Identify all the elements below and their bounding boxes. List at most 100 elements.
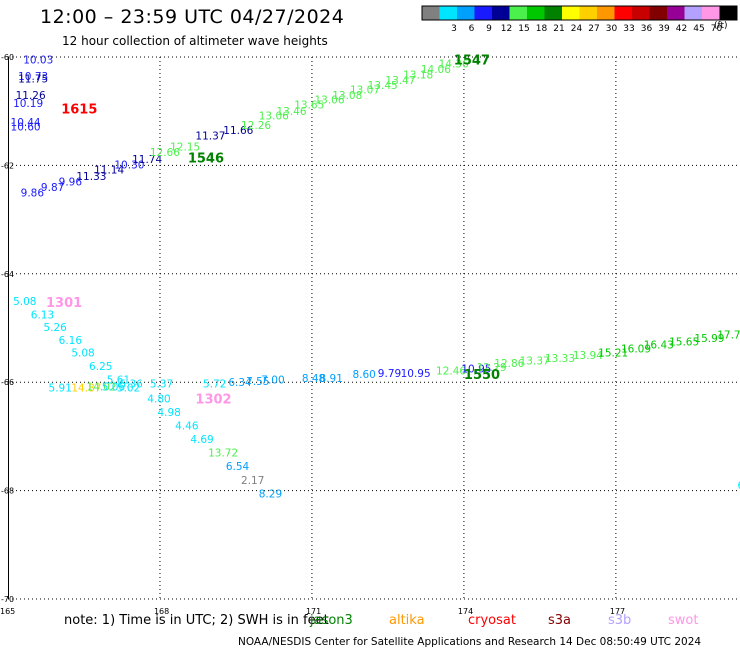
scale-swatch [702, 6, 720, 20]
wave-height-label: 14.02 [87, 382, 117, 394]
wave-height-label: 12.46 [436, 365, 466, 377]
wave-height-label: 11.66 [223, 125, 253, 137]
wave-height-label: 10.60 [11, 121, 41, 133]
scale-border [421, 5, 738, 21]
wave-height-label: 12.86 [494, 358, 524, 370]
scale-tick-label: 45 [693, 24, 704, 34]
wave-height-label: 16.43 [644, 339, 674, 351]
color-scale: 3 6 9 12 15 18 21 24 27 30 33 36 39 42 45 70 [421, 5, 738, 34]
wave-height-label: 13.08 [332, 90, 362, 102]
wave-height-label: 4.98 [157, 407, 180, 419]
wave-height-label: 4.80 [147, 393, 170, 405]
wave-height-label: 11.74 [132, 154, 162, 166]
x-tick-label: 177 [610, 607, 625, 616]
wave-height-label: 12.15 [170, 141, 200, 153]
wave-height-label: 5.91 [49, 383, 72, 395]
pass-number-label: 1302 [195, 392, 231, 407]
wave-height-label: 5.08 [13, 296, 36, 308]
scale-tick-label: 9 [486, 24, 492, 34]
chart-subtitle: 12 hour collection of altimeter wave hei… [62, 34, 328, 48]
wave-height-label: 11.26 [16, 90, 46, 102]
scale-swatch [562, 6, 580, 20]
wave-height-label: 10.73 [18, 71, 48, 83]
wave-height-label: 11.37 [195, 131, 225, 143]
y-tick-label: -60 [1, 53, 14, 62]
wave-height-label: 6.34 [228, 377, 252, 389]
wave-height-label: 13.06 [314, 94, 344, 106]
scale-swatch [632, 6, 650, 20]
wave-height-label: 8.60 [352, 369, 375, 381]
scale-tick-label: 12 [501, 24, 512, 34]
wave-height-label: 6.25 [89, 361, 112, 373]
wave-height-label: 7.55 [246, 376, 269, 388]
wave-height-label: 6 [737, 480, 740, 492]
wave-height-label: 8.29 [259, 488, 282, 500]
pass-number-label: 1550 [464, 368, 500, 383]
scale-swatch [439, 6, 457, 20]
wave-height-label: 5.08 [71, 347, 94, 359]
wave-height-label: 9.86 [21, 188, 45, 200]
wave-height-label: 8.91 [320, 373, 343, 385]
legend-cryosat: cryosat [468, 613, 516, 628]
scale-swatch [544, 6, 562, 20]
wave-height-label: 16.09 [621, 344, 651, 356]
wave-height-label: 7.00 [261, 374, 284, 386]
wave-height-label: 13.65 [294, 100, 324, 112]
scale-swatch [509, 6, 527, 20]
scale-tick-label: 33 [623, 24, 634, 34]
scale-tick-label: 30 [606, 24, 618, 34]
grid [8, 56, 740, 600]
wave-height-label: 14.06 [421, 64, 451, 76]
scale-tick-label: 6 [469, 24, 475, 34]
wave-height-label: 10.19 [13, 98, 43, 110]
scale-tick-label: 3 [451, 24, 457, 34]
wave-height-label: 13.47 [385, 75, 415, 87]
scale-tick-label: 39 [658, 24, 670, 34]
wave-height-label: 13.06 [259, 111, 289, 123]
pass-number-label: 1547 [454, 54, 490, 69]
credit-line: NOAA/NESDIS Center for Satellite Applica… [238, 636, 702, 648]
scale-tick-label: 24 [571, 24, 583, 34]
x-tick-label: 171 [306, 607, 321, 616]
scale-swatch [457, 6, 475, 20]
wave-height-label: 2.17 [241, 475, 264, 487]
pass-number-label: 1546 [188, 151, 224, 166]
legend-altika: altika [389, 613, 425, 628]
x-tick-label: 174 [458, 607, 473, 616]
legend-s3a: s3a [548, 613, 572, 628]
wave-height-label: 10.03 [23, 55, 53, 67]
wave-height-label: 12.29 [477, 362, 507, 374]
wave-height-label: 13.33 [545, 353, 575, 365]
scale-swatch [667, 6, 685, 20]
wave-height-label: 6.13 [31, 309, 54, 321]
wave-height-label: 13.94 [573, 350, 603, 362]
wave-height-label: 5.72 [203, 378, 226, 390]
wave-height-label: 10.44 [11, 117, 41, 129]
wave-height-label: 12.26 [241, 120, 271, 132]
scale-tick-label: 36 [641, 24, 653, 34]
wave-height-label: 5.06 [102, 382, 126, 394]
footer-note: note: 1) Time is in UTC; 2) SWH is in fe… [64, 613, 329, 628]
wave-height-label: 14.36 [439, 59, 469, 71]
y-tick-label: -66 [1, 378, 14, 387]
wave-height-label: 13.18 [403, 69, 433, 81]
pass-labels: 1615 1547 1546 1301 1302 1550 [46, 54, 500, 408]
wave-height-label: 5.02 [117, 383, 140, 395]
wave-height-label: 9.96 [59, 177, 83, 189]
wave-height-label: 4.46 [175, 421, 199, 433]
wave-height-label: 13.37 [520, 356, 550, 368]
wave-height-label: 5.36 [119, 378, 143, 390]
wave-height-label: 5.37 [150, 378, 173, 390]
scale-tick-label: 21 [553, 24, 564, 34]
scale-swatch [527, 6, 545, 20]
wave-height-label: 15.99 [694, 333, 724, 345]
scale-swatch [649, 6, 667, 20]
wave-height-label: 12.66 [150, 147, 180, 159]
x-tick-label: 165 [0, 607, 15, 616]
wave-height-label: 10.95 [401, 368, 431, 380]
wave-height-label: 15.65 [669, 337, 699, 349]
wave-height-label: 4.69 [190, 434, 213, 446]
wave-height-label: 6.16 [59, 335, 83, 347]
scale-tick-label: 18 [536, 24, 548, 34]
